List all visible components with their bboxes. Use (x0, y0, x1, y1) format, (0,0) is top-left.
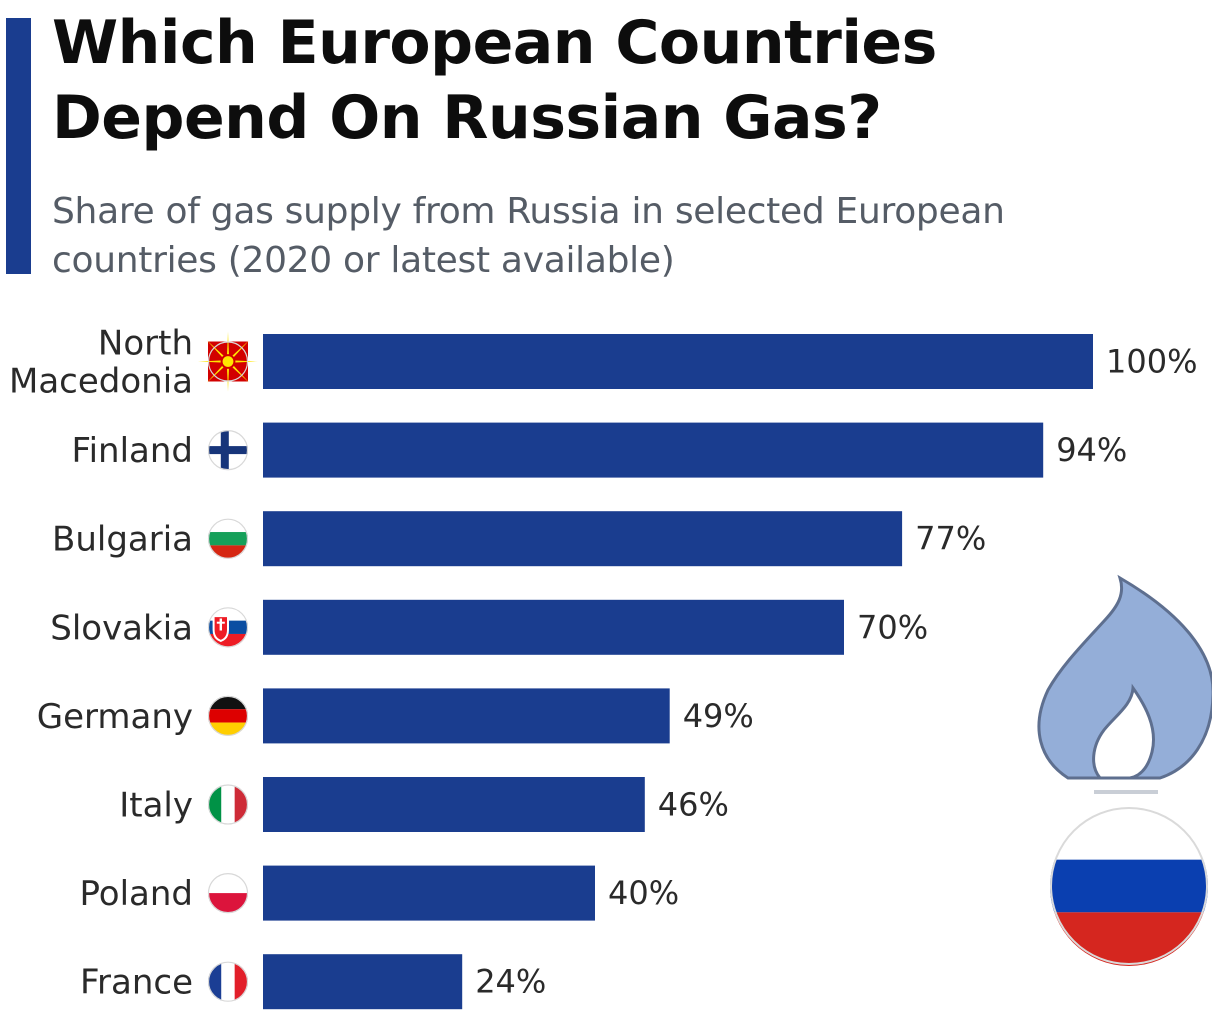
bar-france (263, 954, 463, 1010)
burner-line (1094, 790, 1158, 794)
chart-subtitle-line-2: countries (2020 or latest available) (52, 240, 675, 281)
finland-flag-icon (207, 430, 249, 471)
slovakia-flag-icon (207, 607, 249, 648)
category-label-bulgaria: Bulgaria (52, 520, 193, 560)
accent-bar (6, 18, 31, 274)
bar-north-macedonia (263, 334, 1093, 389)
chart-subtitle-line-1: Share of gas supply from Russia in selec… (52, 191, 1005, 232)
poland-flag-icon (207, 872, 249, 914)
chart-title-line-2: Depend On Russian Gas? (52, 83, 882, 153)
category-label-north-macedonia: North Macedonia (9, 324, 193, 402)
russia-flag-icon (1050, 807, 1208, 966)
category-label-poland: Poland (79, 874, 193, 914)
bar-italy (263, 777, 645, 832)
category-label-italy: Italy (119, 786, 193, 826)
value-label-italy: 46% (658, 786, 729, 824)
value-label-north-macedonia: 100% (1106, 343, 1197, 381)
bar-poland (263, 865, 595, 921)
bulgaria-flag-icon (207, 518, 249, 559)
bar-bulgaria (263, 511, 903, 567)
category-label-germany: Germany (37, 697, 193, 737)
value-label-finland: 94% (1056, 431, 1127, 469)
bar-germany (263, 688, 670, 744)
bars-layer (263, 334, 1093, 1010)
category-labels: North Macedonia Finland Bulgaria Slovakia Ger… (9, 324, 193, 1003)
value-label-slovakia: 70% (857, 608, 928, 646)
chart-title: Which European Countries Depend On Russi… (52, 6, 1172, 156)
chart-title-line-1: Which European Countries (52, 8, 937, 78)
flags-layer (198, 331, 258, 1002)
value-label-germany: 49% (683, 697, 754, 735)
category-label-finland: Finland (72, 431, 194, 471)
germany-flag-icon (207, 695, 249, 737)
gas-illustration (1037, 574, 1212, 966)
category-label-france: France (80, 963, 193, 1003)
value-labels: 100% 94% 77% 70% 49% 46% 40% 24% (475, 343, 1197, 1001)
gas-flame-icon (1037, 574, 1212, 794)
france-flag-icon (207, 961, 249, 1002)
bar-finland (263, 422, 1044, 478)
value-label-france: 24% (475, 963, 546, 1001)
italy-flag-icon (207, 784, 249, 825)
value-label-poland: 40% (608, 874, 679, 912)
value-label-bulgaria: 77% (915, 520, 986, 558)
category-label-slovakia: Slovakia (50, 608, 193, 648)
north-macedonia-flag-icon (198, 331, 258, 392)
chart-subtitle: Share of gas supply from Russia in selec… (52, 187, 1172, 285)
bar-slovakia (263, 599, 844, 655)
